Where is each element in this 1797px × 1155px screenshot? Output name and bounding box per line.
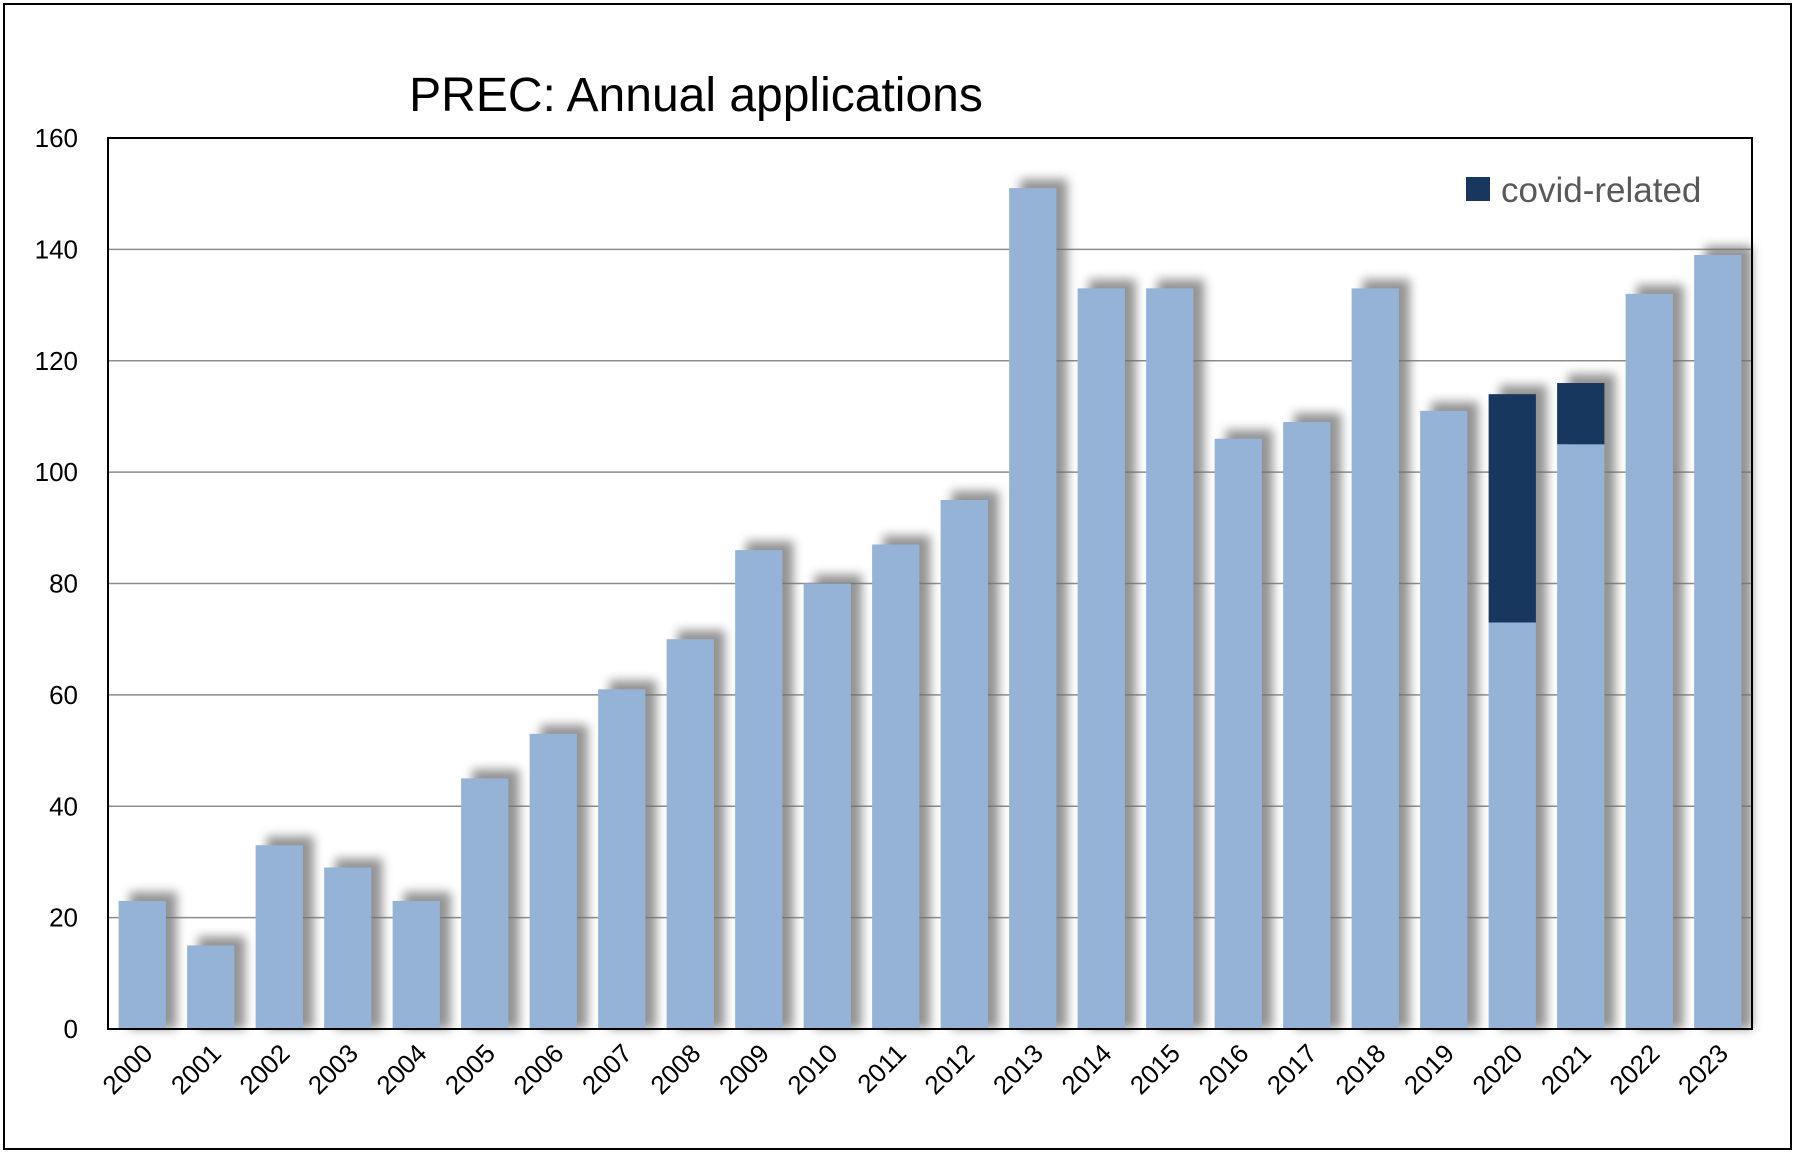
- y-tick-label: 40: [49, 791, 78, 821]
- bar-2013: [1009, 188, 1057, 1029]
- legend: covid-related: [1466, 171, 1701, 210]
- y-tick-label: 20: [49, 903, 78, 933]
- x-tick-label: 2001: [165, 1038, 227, 1100]
- bar-2005: [461, 778, 509, 1029]
- bar-2016: [1214, 438, 1262, 1029]
- bar-2012: [940, 499, 988, 1029]
- y-tick-label: 80: [49, 569, 78, 599]
- x-tick-label: 2019: [1398, 1038, 1460, 1100]
- bars: [118, 188, 1742, 1030]
- x-tick-label: 2008: [644, 1038, 706, 1100]
- bar-2002: [255, 845, 303, 1029]
- x-tick-label: 2002: [233, 1038, 295, 1100]
- x-tick-label: 2021: [1535, 1038, 1597, 1100]
- x-tick-label: 2017: [1261, 1038, 1323, 1100]
- bar-2007: [598, 689, 646, 1029]
- x-axis-ticks: 2000 2001 2002 2003 2004 2005 2006 2007 2008 2009…: [96, 1038, 1734, 1100]
- bar-2018: [1351, 288, 1399, 1029]
- legend-label-covid: covid-related: [1501, 171, 1701, 210]
- y-tick-label: 0: [64, 1014, 78, 1044]
- y-tick-label: 100: [35, 457, 78, 487]
- x-tick-label: 2009: [713, 1038, 775, 1100]
- bar-2022: [1625, 293, 1673, 1029]
- x-tick-label: 2013: [987, 1038, 1049, 1100]
- x-tick-label: 2003: [302, 1038, 364, 1100]
- bar-2008: [666, 639, 714, 1029]
- plot-border: [107, 137, 1753, 1030]
- y-tick-label: 140: [35, 234, 78, 264]
- x-tick-label: 2007: [576, 1038, 638, 1100]
- chart-area: PREC: Annual applications 0 20 40 60 80 100 12…: [3, 3, 1792, 1150]
- x-tick-label: 2011: [851, 1038, 912, 1099]
- bar-2023: [1694, 254, 1742, 1030]
- x-tick-label: 2012: [918, 1038, 980, 1100]
- bar-2000: [118, 900, 166, 1029]
- bar-2001: [187, 945, 235, 1029]
- bar-2004: [392, 900, 440, 1029]
- bar-2011: [872, 544, 920, 1029]
- bar-covid-2021: [1557, 383, 1605, 445]
- bar-2020: [1488, 622, 1536, 1029]
- bar-2003: [324, 867, 372, 1029]
- bar-2019: [1420, 410, 1468, 1029]
- x-tick-label: 2014: [1055, 1038, 1117, 1100]
- legend-swatch-covid: [1466, 177, 1490, 201]
- chart-title: PREC: Annual applications: [409, 69, 983, 122]
- y-tick-label: 120: [35, 346, 78, 376]
- bar-chart: PREC: Annual applications 0 20 40 60 80 100 12…: [35, 69, 1753, 1100]
- x-tick-label: 2006: [507, 1038, 569, 1100]
- y-tick-label: 160: [35, 123, 78, 153]
- bar-2014: [1077, 288, 1125, 1029]
- x-tick-label: 2000: [96, 1038, 158, 1100]
- x-tick-label: 2015: [1124, 1038, 1186, 1100]
- y-tick-label: 60: [49, 680, 78, 710]
- bar-2021: [1557, 444, 1605, 1029]
- x-tick-label: 2004: [370, 1038, 432, 1100]
- bar-covid-2020: [1488, 394, 1536, 623]
- x-tick-label: 2016: [1192, 1038, 1254, 1100]
- bar-2009: [735, 550, 783, 1029]
- x-tick-label: 2022: [1603, 1038, 1665, 1100]
- x-tick-label: 2010: [781, 1038, 843, 1100]
- x-tick-label: 2018: [1329, 1038, 1391, 1100]
- bar-2010: [803, 583, 851, 1029]
- bar-2015: [1146, 288, 1194, 1029]
- bar-2017: [1283, 422, 1331, 1030]
- y-axis-ticks: 0 20 40 60 80 100 120 140 160: [35, 123, 78, 1044]
- x-tick-label: 2020: [1466, 1038, 1528, 1100]
- bar-2006: [529, 733, 577, 1029]
- x-tick-label: 2005: [439, 1038, 501, 1100]
- x-tick-label: 2023: [1672, 1038, 1734, 1100]
